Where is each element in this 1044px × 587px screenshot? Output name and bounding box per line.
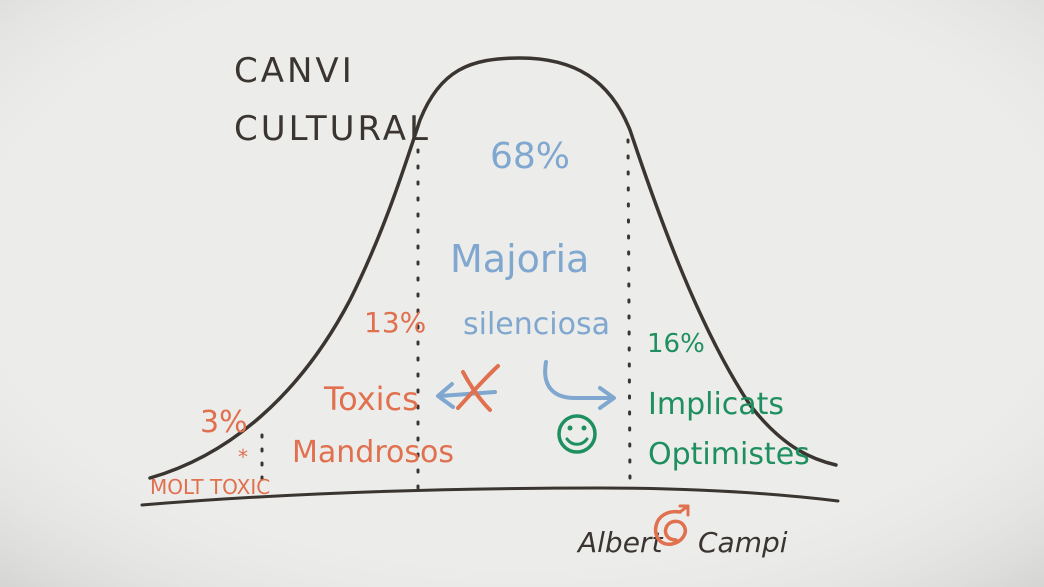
toxic-label-2: Mandrosos xyxy=(292,435,454,470)
curved-right-arrow-icon xyxy=(543,360,616,410)
toxic-label-1: Toxics xyxy=(323,380,419,418)
majority-label-1: Majoria xyxy=(450,237,589,281)
very-toxic-percent: 3% xyxy=(200,405,248,440)
baseline-axis xyxy=(140,486,840,507)
majority-percent: 68% xyxy=(490,136,570,177)
involved-label-2: Optimistes xyxy=(648,437,810,472)
title-line-2: CULTURAL xyxy=(234,109,431,149)
very-toxic-marker: * xyxy=(238,445,248,469)
involved-label-1: Implicats xyxy=(648,387,784,422)
separator-majority-involved xyxy=(626,138,632,487)
smiley-face-icon xyxy=(557,414,597,454)
bell-curve xyxy=(148,56,838,480)
signature-spiral-logo xyxy=(653,504,690,546)
involved-percent: 16% xyxy=(647,329,705,359)
signature-last-name: Campi xyxy=(698,526,788,559)
very-toxic-label: MOLT TOXIC xyxy=(150,475,270,499)
majority-label-2: silenciosa xyxy=(463,307,610,342)
title-line-1: CANVI xyxy=(234,51,355,91)
crossed-left-arrow-icon xyxy=(436,364,500,412)
toxic-percent: 13% xyxy=(364,306,426,339)
signature-first-name: Albert xyxy=(576,526,663,559)
